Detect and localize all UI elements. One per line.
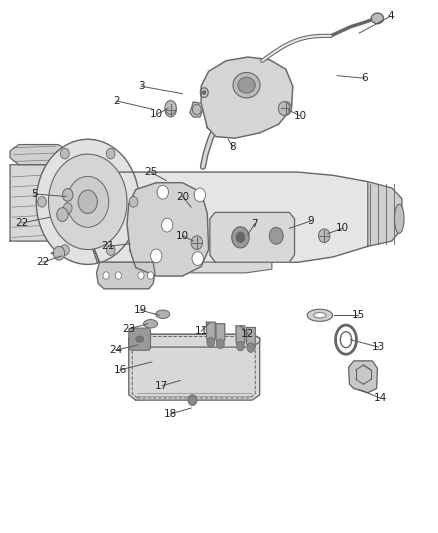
Ellipse shape [307,309,332,321]
Text: 8: 8 [229,142,235,152]
Circle shape [318,229,329,243]
Circle shape [57,208,68,221]
Ellipse shape [143,319,157,328]
Polygon shape [10,165,67,241]
Ellipse shape [237,77,254,93]
Polygon shape [127,183,208,276]
Text: 12: 12 [240,329,254,339]
Polygon shape [189,102,202,117]
Text: 15: 15 [351,310,364,320]
Text: 17: 17 [155,381,168,391]
Circle shape [191,236,202,249]
Ellipse shape [233,72,259,98]
Ellipse shape [135,336,143,342]
Circle shape [106,245,115,255]
Circle shape [147,272,153,279]
Circle shape [161,218,173,232]
Ellipse shape [371,13,383,23]
Ellipse shape [155,310,170,318]
Text: 20: 20 [176,191,188,201]
Circle shape [53,246,64,260]
Circle shape [38,197,46,207]
Text: 22: 22 [15,218,28,228]
Text: 5: 5 [31,189,37,199]
Text: 3: 3 [138,81,144,91]
Text: 14: 14 [373,393,386,403]
Circle shape [236,232,244,243]
Circle shape [103,272,109,279]
FancyBboxPatch shape [128,328,150,350]
Circle shape [192,104,201,115]
Circle shape [129,197,138,207]
Circle shape [247,343,254,352]
Circle shape [231,227,249,248]
Circle shape [48,154,127,249]
Circle shape [279,102,291,115]
Text: 21: 21 [102,241,115,252]
Polygon shape [348,361,377,393]
Text: 10: 10 [335,223,348,233]
Circle shape [36,139,139,264]
Polygon shape [82,172,380,262]
Circle shape [60,245,69,255]
Polygon shape [206,322,215,342]
Polygon shape [246,327,254,348]
Circle shape [150,249,162,263]
Polygon shape [209,213,294,262]
Text: 11: 11 [194,326,207,336]
Circle shape [206,337,214,347]
Circle shape [78,190,97,214]
Ellipse shape [393,204,403,233]
Polygon shape [215,324,224,344]
Text: 10: 10 [293,111,306,121]
Text: 18: 18 [164,409,177,419]
Circle shape [191,252,203,265]
Polygon shape [128,334,259,400]
Text: 22: 22 [36,257,49,267]
Text: 23: 23 [122,324,135,334]
Circle shape [216,339,224,349]
Ellipse shape [313,313,325,318]
Text: 10: 10 [176,231,188,241]
Circle shape [106,148,115,159]
Circle shape [62,189,73,201]
Circle shape [63,203,72,214]
Text: 10: 10 [149,109,162,119]
Polygon shape [128,334,259,347]
Circle shape [60,148,69,159]
Circle shape [202,91,205,95]
Polygon shape [10,144,67,165]
Polygon shape [110,262,271,273]
Polygon shape [367,182,401,246]
Text: 13: 13 [371,342,385,352]
Text: 7: 7 [251,219,257,229]
Circle shape [278,102,289,115]
Circle shape [138,272,144,279]
Circle shape [268,227,283,244]
Text: 2: 2 [113,96,120,106]
Circle shape [67,176,109,227]
Circle shape [157,185,168,199]
Circle shape [187,395,196,406]
Polygon shape [96,262,155,289]
Text: 16: 16 [113,365,127,375]
Text: 19: 19 [133,305,146,315]
Text: 6: 6 [360,73,367,83]
Circle shape [165,101,176,114]
Text: 24: 24 [109,345,122,356]
Circle shape [115,272,121,279]
Circle shape [165,103,176,117]
Polygon shape [236,326,244,346]
Text: 9: 9 [307,216,314,226]
Text: 25: 25 [144,167,157,177]
Text: 4: 4 [386,11,393,21]
Circle shape [194,188,205,202]
Circle shape [236,341,244,351]
Polygon shape [201,57,292,138]
